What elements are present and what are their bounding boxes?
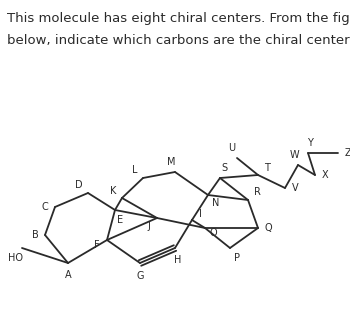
Text: C: C (42, 202, 48, 212)
Text: D: D (75, 180, 83, 190)
Text: W: W (289, 150, 299, 160)
Text: H: H (174, 255, 182, 265)
Text: I: I (198, 209, 202, 219)
Text: Y: Y (307, 138, 313, 148)
Text: HO: HO (8, 253, 23, 263)
Text: below, indicate which carbons are the chiral centers:: below, indicate which carbons are the ch… (7, 34, 350, 47)
Text: J: J (148, 221, 150, 231)
Text: F: F (94, 240, 100, 250)
Text: L: L (132, 165, 138, 175)
Text: B: B (32, 230, 38, 240)
Text: T: T (264, 163, 270, 173)
Text: M: M (167, 157, 175, 167)
Text: This molecule has eight chiral centers. From the figure: This molecule has eight chiral centers. … (7, 12, 350, 25)
Text: P: P (234, 253, 240, 263)
Text: A: A (65, 270, 71, 280)
Text: Z: Z (345, 148, 350, 158)
Text: G: G (136, 271, 144, 281)
Text: U: U (229, 143, 236, 153)
Text: E: E (117, 215, 123, 225)
Text: V: V (292, 183, 298, 193)
Text: O: O (209, 228, 217, 238)
Text: Q: Q (264, 223, 272, 233)
Text: X: X (322, 170, 328, 180)
Text: S: S (221, 163, 227, 173)
Text: K: K (110, 186, 116, 196)
Text: N: N (212, 198, 220, 208)
Text: R: R (253, 187, 260, 197)
